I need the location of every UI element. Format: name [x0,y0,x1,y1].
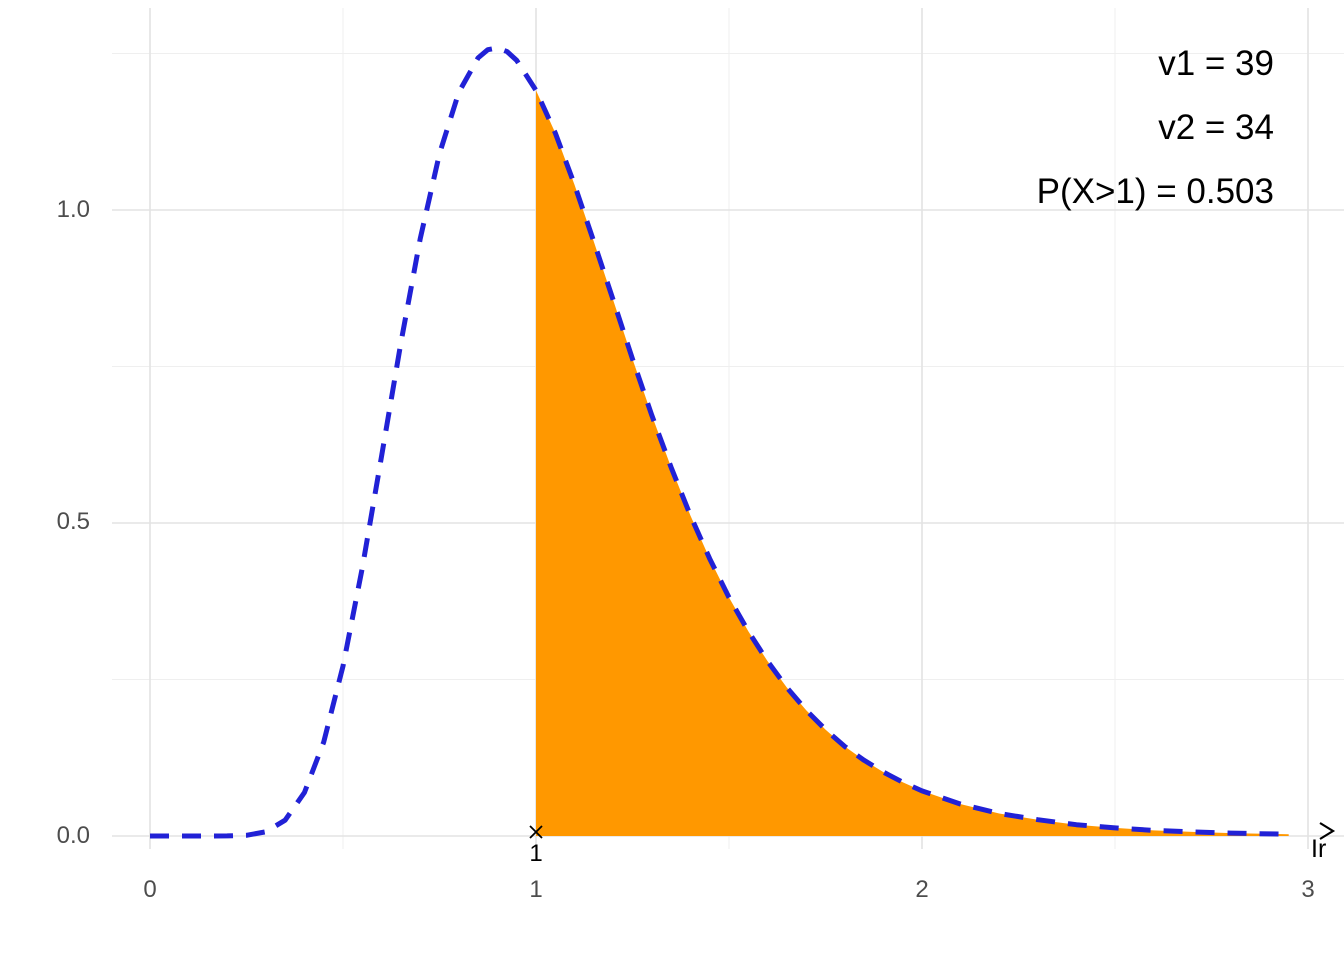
x-tick-label-0: 0 [143,876,157,903]
x-tick-label-2: 2 [915,876,929,903]
y-tick-label-0.0: 0.0 [56,822,90,849]
annotation-v2: v2 = 34 [1158,108,1274,147]
annotation-probability: P(X>1) = 0.503 [1036,172,1274,211]
density-curve [150,45,1289,839]
annotation-block: v1 = 39 v2 = 34 P(X>1) = 0.503 [1037,44,1274,236]
critical-x-marker-icon [529,825,543,839]
shaded-tail-area [536,90,1289,836]
x-tick-label-1: 1 [529,876,543,903]
x-axis-clipped-label: Ir [1311,835,1327,863]
x-tick-label-3: 3 [1301,876,1315,903]
y-tick-label-1.0: 1.0 [56,196,90,223]
annotation-v1: v1 = 39 [1158,44,1274,83]
critical-value-label: 1 [529,840,543,867]
x-axis-arrow-icon [1319,822,1336,840]
y-tick-label-0.5: 0.5 [56,508,90,535]
